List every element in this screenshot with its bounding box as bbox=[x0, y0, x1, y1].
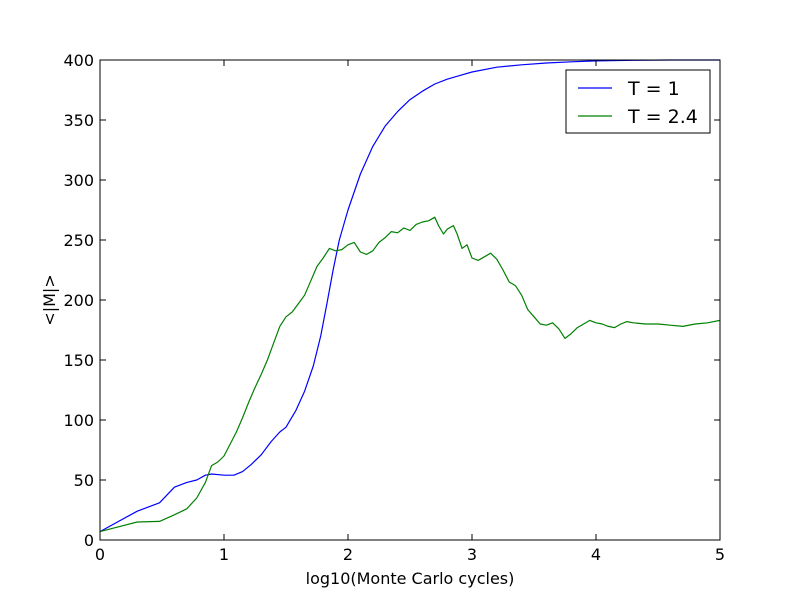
y-tick-label: 300 bbox=[63, 171, 94, 190]
y-tick-label: 50 bbox=[74, 471, 94, 490]
legend-box bbox=[565, 69, 711, 134]
series-layer bbox=[99, 59, 721, 533]
legend: T = 1 T = 2.4 bbox=[565, 69, 711, 134]
x-tick-label: 1 bbox=[219, 545, 229, 564]
x-tick-label: 0 bbox=[95, 545, 105, 564]
series-line-1 bbox=[99, 216, 721, 533]
x-axis-label: log10(Monte Carlo cycles) bbox=[306, 569, 515, 588]
y-axis-label: <|M|> bbox=[40, 274, 59, 325]
x-tick-label: 2 bbox=[343, 545, 353, 564]
y-tick-label: 100 bbox=[63, 411, 94, 430]
series-line-0 bbox=[99, 59, 720, 533]
x-tick-label: 3 bbox=[467, 545, 477, 564]
x-tick-label: 4 bbox=[591, 545, 601, 564]
y-tick-label: 150 bbox=[63, 351, 94, 370]
plot-background bbox=[100, 60, 720, 540]
legend-label-t2-4: T = 2.4 bbox=[627, 106, 698, 128]
y-tick-label: 0 bbox=[84, 531, 94, 550]
y-tick-label: 350 bbox=[63, 111, 94, 130]
legend-label-t1: T = 1 bbox=[627, 78, 680, 100]
y-tick-label: 250 bbox=[63, 231, 94, 250]
y-tick-label: 200 bbox=[63, 291, 94, 310]
y-tick-label: 400 bbox=[63, 51, 94, 70]
x-tick-label: 5 bbox=[715, 545, 725, 564]
